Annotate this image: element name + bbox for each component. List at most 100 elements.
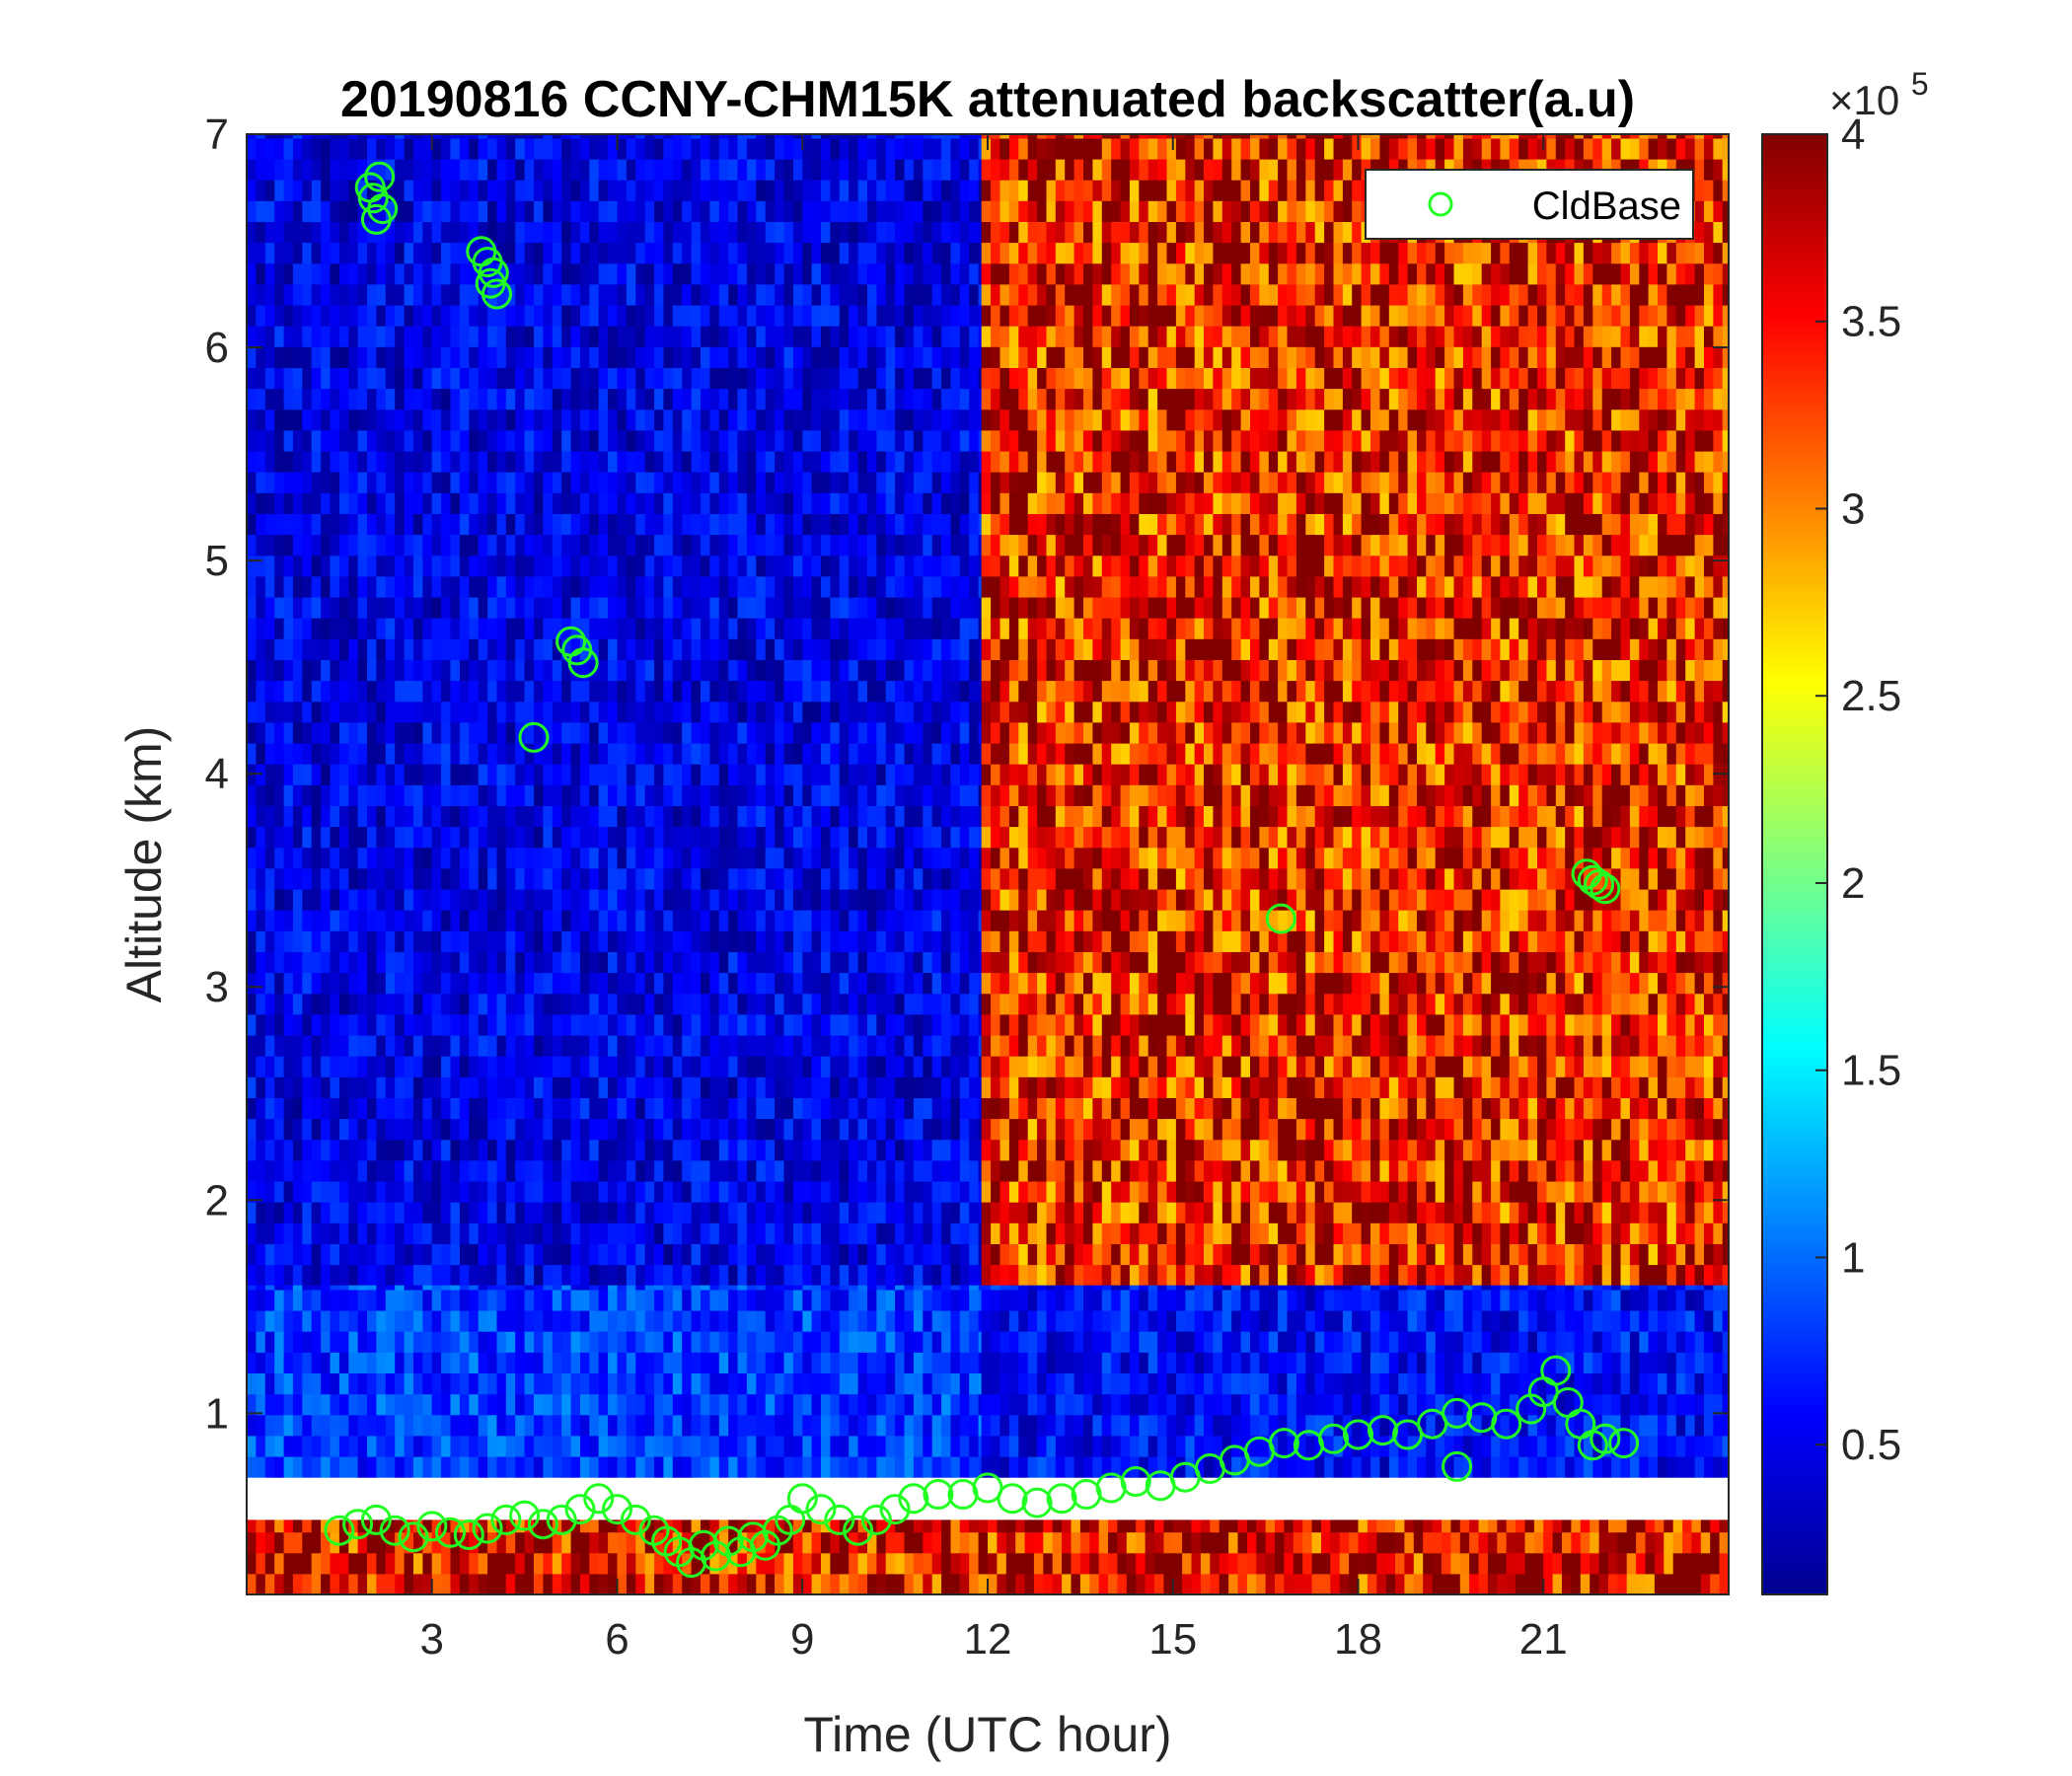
field-cell [534, 1076, 544, 1098]
field-cell [765, 242, 776, 264]
field-cell [247, 388, 257, 410]
field-cell [1008, 618, 1019, 639]
field-cell [672, 867, 683, 890]
field-cell [505, 1118, 516, 1141]
field-cell [505, 784, 516, 806]
field-cell [663, 429, 674, 452]
field-cell [981, 826, 992, 849]
field-cell [264, 889, 275, 911]
field-cell [552, 993, 562, 1015]
field-cell [505, 1013, 516, 1036]
field-cell [459, 367, 470, 390]
field-cell [792, 889, 803, 911]
field-cell [617, 680, 628, 703]
field-cell [404, 1118, 414, 1141]
field-cell [256, 1139, 266, 1161]
field-cell [885, 555, 896, 577]
field-cell [348, 1159, 359, 1182]
field-cell [1046, 1202, 1057, 1223]
field-cell [431, 805, 442, 828]
field-cell [849, 618, 859, 639]
field-cell [635, 1222, 646, 1244]
field-cell [404, 951, 414, 974]
field-cell [264, 764, 275, 785]
field-cell [598, 1222, 609, 1244]
field-cell [321, 137, 332, 160]
field-cell [395, 408, 406, 431]
field-cell [431, 1139, 442, 1161]
field-cell [515, 784, 526, 806]
field-cell [691, 1181, 702, 1203]
field-cell [1018, 305, 1029, 327]
field-cell [441, 1013, 452, 1036]
field-cell [969, 1118, 980, 1141]
field-cell [404, 1222, 414, 1244]
field-cell [589, 972, 600, 995]
field-cell [830, 159, 841, 181]
field-cell [830, 764, 841, 785]
field-cell [821, 1056, 831, 1077]
field-cell [682, 388, 693, 410]
field-cell [543, 262, 554, 285]
field-cell [469, 326, 480, 347]
field-cell [923, 200, 933, 222]
field-cell [885, 1243, 896, 1266]
field-cell [561, 972, 572, 995]
field-cell [357, 889, 368, 911]
field-cell [931, 972, 942, 995]
field-cell [580, 659, 590, 682]
field-cell [756, 618, 767, 639]
field-cell [821, 534, 831, 556]
field-cell [450, 534, 461, 556]
field-cell [1008, 221, 1019, 244]
field-cell [1055, 159, 1066, 181]
field-cell [682, 534, 693, 556]
field-cell [904, 555, 915, 577]
field-cell [283, 721, 294, 744]
field-cell [589, 993, 600, 1015]
field-cell [1018, 1118, 1029, 1141]
field-cell [849, 847, 859, 869]
field-cell [737, 1159, 748, 1182]
field-cell [635, 262, 646, 285]
field-cell [950, 388, 961, 410]
field-cell [431, 910, 442, 931]
field-cell [969, 680, 980, 703]
field-cell [672, 1159, 683, 1182]
field-cell [654, 784, 665, 806]
field-cell [931, 451, 942, 473]
field-cell [441, 826, 452, 849]
field-cell [876, 1243, 887, 1266]
field-cell [981, 1264, 992, 1287]
field-cell [885, 993, 896, 1015]
field-cell [821, 305, 831, 327]
field-cell [459, 1139, 470, 1161]
field-cell [524, 305, 535, 327]
field-cell [376, 867, 387, 890]
field-cell [292, 262, 303, 285]
field-cell [682, 283, 693, 306]
field-cell [589, 1202, 600, 1223]
field-cell [431, 346, 442, 368]
field-cell [737, 910, 748, 931]
field-cell [524, 972, 535, 995]
field-cell [701, 1181, 710, 1203]
field-cell [718, 159, 729, 181]
field-cell [923, 1243, 933, 1266]
field-cell [821, 721, 831, 744]
field-cell [404, 1013, 414, 1036]
field-cell [478, 1159, 488, 1182]
field-cell [644, 659, 655, 682]
field-cell [876, 993, 887, 1015]
field-cell [515, 1013, 526, 1036]
field-cell [913, 242, 924, 264]
field-cell [709, 429, 720, 452]
field-cell [775, 513, 785, 536]
field-cell [1027, 1139, 1038, 1161]
field-cell [904, 283, 915, 306]
field-cell [691, 555, 702, 577]
field-cell [570, 451, 581, 473]
field-cell [330, 743, 340, 765]
field-cell [839, 1076, 850, 1098]
field-cell [857, 764, 868, 785]
